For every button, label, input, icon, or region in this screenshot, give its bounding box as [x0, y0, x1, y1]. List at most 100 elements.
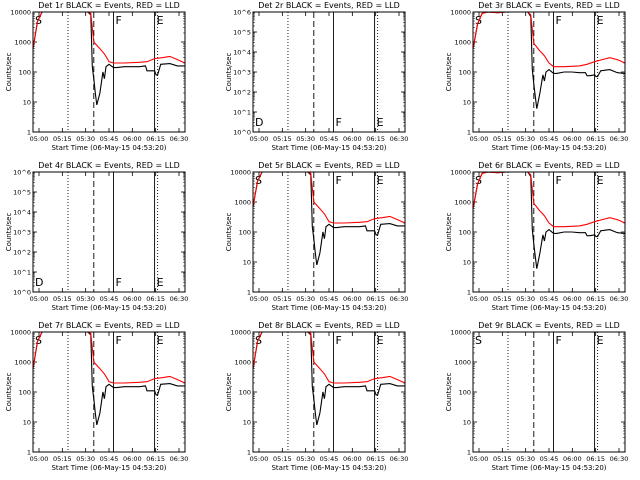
marker-label: F: [336, 116, 342, 129]
marker-label: E: [597, 174, 604, 187]
y-tick-label: 10^6: [233, 9, 251, 17]
x-tick-label: 05:00: [30, 295, 49, 303]
y-tick-label: 100: [239, 389, 251, 397]
y-tick-label: 10^4: [13, 209, 31, 217]
x-tick-label: 05:15: [53, 455, 72, 463]
x-tick-label: 05:30: [516, 455, 535, 463]
marker-label: F: [336, 174, 342, 187]
y-tick-label: 1: [467, 449, 471, 457]
y-tick-label: 10^3: [13, 229, 31, 237]
x-tick-label: 05:45: [320, 295, 339, 303]
y-axis-label: Counts/sec: [445, 213, 453, 252]
chart-panel-8: Det 8r BLACK = Events, RED = LLD Counts/s…: [225, 321, 408, 472]
y-tick-label: 10: [23, 419, 31, 427]
x-tick-label: 06:00: [123, 135, 142, 143]
x-tick-label: 06:00: [563, 455, 582, 463]
x-tick-label: 06:30: [170, 295, 189, 303]
y-tick-label: 10: [463, 419, 471, 427]
y-tick-label: 10^3: [233, 69, 251, 77]
x-tick-label: 06:15: [586, 455, 605, 463]
y-axis-label: Counts/sec: [5, 373, 13, 412]
y-tick-label: 1000: [14, 359, 31, 367]
chart-title: Det 8r BLACK = Events, RED = LLD: [258, 321, 400, 330]
marker-label: E: [597, 14, 604, 27]
x-tick-label: 05:45: [320, 455, 339, 463]
x-tick-label: 05:15: [273, 455, 292, 463]
y-tick-label: 10^5: [233, 29, 251, 37]
x-tick-label: 06:00: [123, 455, 142, 463]
x-tick-label: 05:30: [76, 455, 95, 463]
x-tick-label: 05:00: [470, 135, 489, 143]
corner-label: S: [35, 14, 42, 27]
plot-frame: [32, 171, 186, 293]
chart-title: Det 1r BLACK = Events, RED = LLD: [38, 1, 180, 10]
y-tick-label: 1: [27, 449, 31, 457]
x-tick-label: 05:00: [250, 295, 269, 303]
x-tick-label: 06:00: [563, 135, 582, 143]
y-tick-label: 1: [467, 129, 471, 137]
plot-frame: [472, 331, 626, 453]
chart-title: Det 7r BLACK = Events, RED = LLD: [38, 321, 180, 330]
x-tick-label: 06:15: [146, 295, 165, 303]
y-tick-label: 1: [247, 289, 251, 297]
marker-label: E: [377, 116, 384, 129]
x-tick-label: 06:30: [170, 135, 189, 143]
marker-label: F: [556, 174, 562, 187]
x-tick-label: 06:15: [366, 455, 385, 463]
x-tick-label: 05:00: [30, 135, 49, 143]
x-tick-label: 06:15: [146, 135, 165, 143]
chart-title: Det 4r BLACK = Events, RED = LLD: [38, 161, 180, 170]
y-axis-label: Counts/sec: [225, 373, 233, 412]
x-axis-label: Start Time (06-May-15 04:53:20): [271, 304, 386, 312]
plot-frame: [32, 11, 186, 133]
x-tick-label: 05:45: [100, 455, 119, 463]
x-tick-label: 05:00: [250, 455, 269, 463]
y-tick-label: 10: [243, 419, 251, 427]
x-tick-label: 05:30: [76, 135, 95, 143]
corner-label: S: [35, 334, 42, 347]
marker-label: E: [157, 14, 164, 27]
x-tick-label: 06:30: [390, 135, 409, 143]
x-tick-label: 05:15: [493, 135, 512, 143]
chart-panel-5: Det 5r BLACK = Events, RED = LLD Counts/s…: [225, 161, 408, 312]
plot-frame: [32, 331, 186, 453]
y-tick-label: 1000: [14, 39, 31, 47]
x-tick-label: 06:30: [610, 135, 629, 143]
y-tick-label: 1: [467, 289, 471, 297]
chart-panel-7: Det 7r BLACK = Events, RED = LLD Counts/s…: [5, 321, 188, 472]
x-tick-label: 06:30: [610, 295, 629, 303]
x-tick-label: 05:00: [470, 295, 489, 303]
chart-title: Det 9r BLACK = Events, RED = LLD: [478, 321, 620, 330]
x-tick-label: 05:15: [493, 455, 512, 463]
chart-title: Det 3r BLACK = Events, RED = LLD: [478, 1, 620, 10]
x-tick-label: 06:15: [366, 295, 385, 303]
x-tick-label: 06:30: [390, 295, 409, 303]
chart-title: Det 2r BLACK = Events, RED = LLD: [258, 1, 400, 10]
x-axis-label: Start Time (06-May-15 04:53:20): [271, 144, 386, 152]
y-tick-label: 1000: [234, 359, 251, 367]
y-tick-label: 10^2: [13, 249, 31, 257]
y-tick-label: 1: [27, 129, 31, 137]
plot-frame: [252, 331, 406, 453]
plot-frame: [472, 11, 626, 133]
corner-label: D: [35, 276, 43, 289]
chart-panel-3: Det 3r BLACK = Events, RED = LLD Counts/s…: [445, 1, 628, 152]
y-tick-label: 10: [23, 99, 31, 107]
marker-label: E: [157, 334, 164, 347]
y-tick-label: 10: [463, 99, 471, 107]
y-tick-label: 100: [459, 389, 471, 397]
y-tick-label: 10^2: [233, 89, 251, 97]
x-axis-label: Start Time (06-May-15 04:53:20): [51, 304, 166, 312]
x-tick-label: 05:15: [53, 295, 72, 303]
x-tick-label: 06:15: [586, 295, 605, 303]
y-tick-label: 100: [459, 229, 471, 237]
marker-label: E: [377, 334, 384, 347]
corner-label: S: [255, 334, 262, 347]
y-axis-label: Counts/sec: [5, 53, 13, 92]
x-tick-label: 05:30: [516, 135, 535, 143]
y-tick-label: 10000: [230, 169, 251, 177]
y-tick-label: 10000: [450, 329, 471, 337]
x-axis-label: Start Time (06-May-15 04:53:20): [491, 304, 606, 312]
x-tick-label: 05:30: [296, 135, 315, 143]
